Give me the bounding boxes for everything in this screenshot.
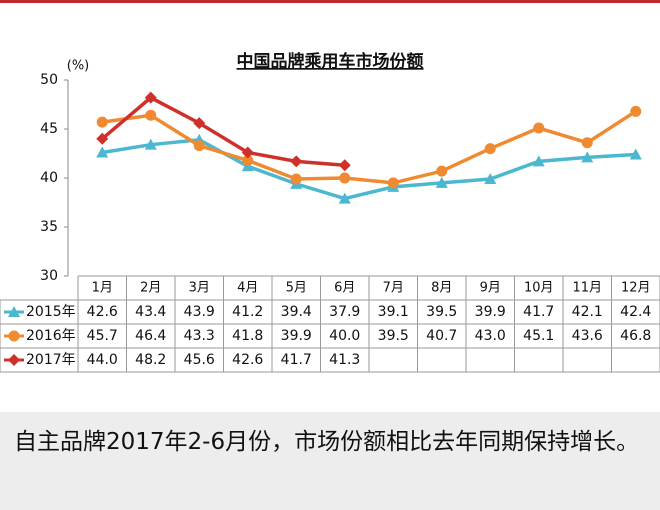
y-tick-label: 30 [40, 268, 58, 284]
table-value: 43.9 [184, 304, 215, 320]
y-unit: (%) [67, 59, 90, 74]
marker [96, 146, 109, 158]
legend-label: 2016年 [26, 328, 76, 344]
x-tick-label: 3月 [189, 281, 210, 296]
table-value: 43.4 [135, 304, 166, 320]
marker [144, 91, 157, 104]
marker [581, 151, 594, 163]
marker [435, 176, 448, 188]
table-value: 39.5 [378, 328, 409, 344]
table-value: 48.2 [135, 352, 166, 368]
table-value: 42.6 [87, 304, 118, 320]
table-value: 44.0 [87, 352, 118, 368]
chart-title: 中国品牌乘用车市场份额 [237, 51, 424, 72]
series-line [101, 137, 636, 201]
table-value: 40.0 [329, 328, 360, 344]
marker [144, 138, 157, 150]
marker [8, 306, 20, 317]
table-value: 41.8 [232, 328, 263, 344]
table-value: 43.6 [572, 328, 603, 344]
marker [96, 132, 109, 145]
marker [339, 172, 351, 184]
table-value: 41.7 [523, 304, 554, 320]
table-value: 46.4 [135, 328, 166, 344]
table-value: 37.9 [329, 304, 360, 320]
marker [242, 154, 254, 166]
x-tick-label: 5月 [286, 281, 307, 296]
y-tick-label: 35 [40, 219, 58, 235]
y-tick-label: 45 [40, 121, 58, 137]
table-value: 45.1 [523, 328, 554, 344]
legend-label: 2015年 [26, 304, 76, 320]
chart: 中国品牌乘用车市场份额 (%) 30 35 40 45 50 1月 2月 3月 4月 5月 6月 7月… [0, 0, 660, 373]
marker [484, 172, 497, 184]
marker [193, 140, 205, 152]
top-rule [0, 0, 660, 3]
marker [484, 143, 496, 155]
table-value: 39.1 [378, 304, 409, 320]
marker [338, 159, 351, 172]
marker [581, 137, 593, 149]
table-value: 43.3 [184, 328, 215, 344]
x-tick-label: 4月 [237, 281, 258, 296]
marker [241, 146, 254, 159]
table-value: 41.2 [232, 304, 263, 320]
x-tick-label: 8月 [431, 281, 452, 296]
series-line [102, 109, 637, 185]
table-value: 42.1 [572, 304, 603, 320]
x-tick-label: 6月 [334, 281, 355, 296]
x-tick-label: 12月 [621, 281, 651, 296]
table-value: 41.7 [281, 352, 312, 368]
marker [387, 177, 399, 189]
marker [630, 105, 642, 117]
marker [290, 173, 302, 185]
table-value: 39.5 [426, 304, 457, 320]
marker [193, 117, 206, 130]
x-tick-label: 11月 [572, 281, 602, 296]
marker [533, 122, 545, 134]
y-tick-label: 50 [40, 72, 58, 88]
marker [436, 165, 448, 177]
marker [290, 155, 303, 168]
marker [338, 192, 351, 204]
table-value: 42.6 [232, 352, 263, 368]
series-line [101, 95, 345, 168]
caption: 自主品牌2017年2-6月份，市场份额相比去年同期保持增长。 [0, 412, 660, 510]
table-value: 43.0 [475, 328, 506, 344]
marker [8, 330, 20, 342]
table-value: 39.9 [475, 304, 506, 320]
x-tick-label: 1月 [92, 281, 113, 296]
table-value: 41.3 [329, 352, 360, 368]
x-tick-label: 9月 [480, 281, 501, 296]
table-value: 42.4 [620, 304, 651, 320]
x-tick-label: 10月 [524, 281, 554, 296]
table-value: 39.4 [281, 304, 312, 320]
x-tick-label: 7月 [383, 281, 404, 296]
table-value: 39.9 [281, 328, 312, 344]
marker [532, 155, 545, 167]
table-value: 46.8 [620, 328, 651, 344]
table-value: 45.6 [184, 352, 215, 368]
marker [96, 116, 108, 128]
marker [145, 109, 157, 121]
legend-label: 2017年 [26, 352, 76, 368]
table-value: 45.7 [87, 328, 118, 344]
marker [8, 354, 20, 366]
y-tick-label: 40 [40, 170, 58, 186]
marker [629, 148, 642, 160]
table-value: 40.7 [426, 328, 457, 344]
x-tick-label: 2月 [140, 281, 161, 296]
